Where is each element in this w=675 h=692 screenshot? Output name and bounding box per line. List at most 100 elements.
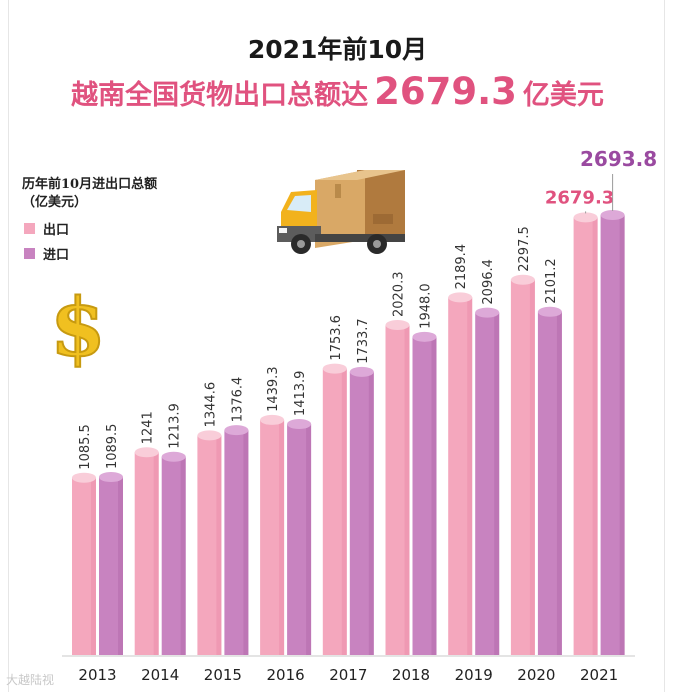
x-tick-label: 2017 — [329, 666, 367, 684]
bar-import-2018 — [412, 336, 437, 655]
bar-import-2020-shade — [556, 311, 562, 655]
bar-import-2021-cap — [600, 210, 625, 220]
bar-export-2015-shade — [216, 435, 222, 655]
x-tick-label: 2019 — [455, 666, 493, 684]
bar-import-2020-cap — [537, 306, 562, 317]
data-label: 1089.5 — [105, 424, 120, 470]
bar-export-2016-cap — [260, 414, 285, 425]
bar-import-2015 — [224, 430, 249, 655]
title-headline: 越南全国货物出口总额达 2679.3 亿美元 — [0, 70, 675, 113]
bar-import-2019 — [475, 312, 500, 655]
svg-text:$: $ — [50, 280, 106, 374]
bar-export-2013-shade — [91, 477, 96, 655]
bar-export-2019-cap — [448, 292, 473, 303]
bar-import-2013-cap — [99, 472, 123, 483]
bar-import-2021 — [600, 215, 625, 655]
bar-import-2019-cap — [475, 307, 500, 318]
bar-import-2021-shade — [619, 215, 625, 655]
headline-unit: 亿美元 — [522, 80, 604, 111]
bar-import-2014-cap — [161, 451, 186, 462]
bar-export-2013-cap — [72, 472, 96, 483]
bar-export-2018 — [385, 325, 410, 655]
bar-export-2018-shade — [404, 325, 410, 655]
data-label: 1733.7 — [356, 318, 371, 364]
x-tick-label: 2014 — [141, 666, 179, 684]
bar-export-2018-cap — [385, 320, 410, 331]
bar-import-2019-shade — [494, 312, 500, 655]
bar-export-2015 — [197, 435, 222, 655]
bar-export-2020 — [510, 279, 535, 655]
bars-layer: 1085.5 1089.5 2013 1241 1213.9 2014 1344.6 1376… — [62, 147, 657, 684]
legend-title: 历年前10月进出口总额 — [22, 177, 158, 192]
data-label: 2096.4 — [481, 259, 496, 305]
watermark: 大越陆视 — [6, 673, 55, 687]
data-label: 1413.9 — [293, 371, 308, 417]
data-label: 2101.2 — [544, 258, 559, 304]
legend: 历年前10月进出口总额 （亿美元） 出口 进口 — [22, 176, 222, 263]
data-label: 1213.9 — [168, 403, 183, 449]
bar-export-2013 — [72, 477, 96, 655]
bar-export-2020-shade — [529, 279, 535, 655]
bar-import-2016-cap — [287, 419, 312, 430]
data-label: 1376.4 — [230, 377, 245, 423]
bar-export-2014 — [134, 452, 159, 655]
data-label: 2679.3 — [545, 187, 614, 208]
bar-import-2018-shade — [431, 336, 437, 655]
bar-export-2021-cap — [573, 212, 598, 223]
bar-export-2017-cap — [322, 363, 347, 374]
bar-export-2017-shade — [341, 368, 347, 655]
headline-text: 越南全国货物出口总额达 — [71, 80, 369, 111]
bar-import-2014-shade — [180, 456, 186, 655]
bar-export-2019-shade — [467, 297, 473, 655]
data-label: 2020.3 — [392, 272, 407, 318]
bar-export-2021 — [573, 217, 598, 655]
bar-import-2016-shade — [306, 424, 312, 655]
data-label: 1753.6 — [329, 315, 344, 361]
bar-export-2014-cap — [134, 447, 159, 458]
data-label: 2297.5 — [517, 226, 532, 272]
bar-export-2015-cap — [197, 430, 222, 441]
data-label: 1948.0 — [419, 283, 434, 329]
bar-import-2017 — [349, 371, 374, 655]
bar-import-2014 — [161, 456, 186, 655]
x-tick-label: 2020 — [517, 666, 555, 684]
bar-export-2016-shade — [279, 419, 285, 655]
bar-export-2020-cap — [510, 274, 535, 285]
bar-export-2016 — [260, 419, 285, 655]
bar-import-2015-cap — [224, 425, 249, 436]
bar-import-2015-shade — [243, 430, 249, 655]
bar-import-2013 — [99, 477, 123, 655]
bar-import-2013-shade — [118, 477, 123, 655]
bar-import-2016 — [287, 424, 312, 655]
data-label: 1344.6 — [203, 382, 218, 428]
bar-export-2017 — [322, 368, 347, 655]
x-tick-label: 2016 — [267, 666, 305, 684]
x-tick-label: 2018 — [392, 666, 430, 684]
legend-unit: （亿美元） — [22, 195, 88, 210]
bar-import-2017-shade — [368, 371, 374, 655]
title-period: 2021年前10月 — [247, 35, 428, 64]
data-label: 1241 — [141, 411, 156, 444]
bar-import-2018-cap — [412, 331, 437, 342]
bar-export-2021-shade — [592, 217, 598, 655]
data-label: 1439.3 — [266, 366, 281, 412]
bar-import-2020 — [537, 311, 562, 655]
truck-icon — [277, 170, 405, 254]
bar-export-2014-shade — [153, 452, 159, 655]
bar-export-2019 — [448, 297, 473, 655]
legend-label-import: 进口 — [43, 247, 70, 263]
x-tick-label: 2015 — [204, 666, 242, 684]
legend-swatch-import — [24, 247, 35, 259]
data-label: 2693.8 — [580, 147, 657, 171]
legend-item-export: 出口 — [22, 218, 222, 238]
headline-value: 2679.3 — [374, 70, 517, 113]
legend-swatch-export — [24, 222, 35, 234]
bar-import-2017-cap — [349, 366, 374, 377]
data-label: 2189.4 — [454, 244, 469, 290]
legend-item-import: 进口 — [22, 243, 222, 263]
dollar-icon: $ — [49, 279, 107, 375]
x-tick-label: 2013 — [78, 666, 116, 684]
legend-label-export: 出口 — [43, 222, 70, 238]
data-label: 1085.5 — [78, 424, 93, 470]
